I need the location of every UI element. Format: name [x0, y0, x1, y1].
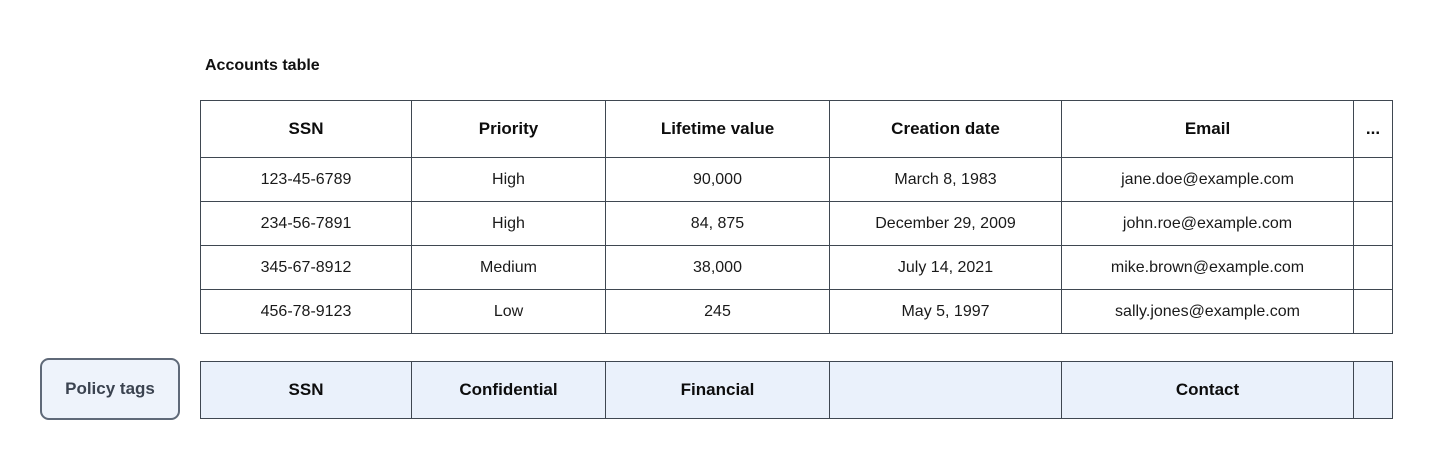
cell-creation-date: December 29, 2009	[829, 201, 1062, 246]
header-cell-ssn: SSN	[200, 100, 412, 158]
cell-ssn: 456-78-9123	[200, 289, 412, 334]
cell-more	[1353, 245, 1393, 290]
policy-tag-cell-more	[1353, 361, 1393, 419]
policy-tags-button-label: Policy tags	[65, 379, 155, 398]
cell-email: mike.brown@example.com	[1061, 245, 1354, 290]
cell-lifetime-value: 84, 875	[605, 201, 830, 246]
cell-creation-date: March 8, 1983	[829, 157, 1062, 202]
cell-priority: Medium	[411, 245, 606, 290]
policy-tags-button[interactable]: Policy tags	[40, 358, 180, 420]
policy-tag-cell-ssn: SSN	[200, 361, 412, 419]
header-cell-email: Email	[1061, 100, 1354, 158]
header-cell-lifetime-value: Lifetime value	[605, 100, 830, 158]
table-header-row: SSN Priority Lifetime value Creation dat…	[200, 100, 1393, 158]
cell-more	[1353, 157, 1393, 202]
table-row: 456-78-9123 Low 245 May 5, 1997 sally.jo…	[200, 289, 1393, 334]
cell-ssn: 123-45-6789	[200, 157, 412, 202]
policy-tag-cells: SSN Confidential Financial Contact	[200, 361, 1393, 419]
header-cell-priority: Priority	[411, 100, 606, 158]
cell-more	[1353, 201, 1393, 246]
policy-tags-row: SSN Confidential Financial Contact	[200, 361, 1393, 419]
cell-lifetime-value: 38,000	[605, 245, 830, 290]
accounts-table: SSN Priority Lifetime value Creation dat…	[200, 100, 1393, 334]
table-row: 345-67-8912 Medium 38,000 July 14, 2021 …	[200, 245, 1393, 290]
cell-priority: High	[411, 157, 606, 202]
cell-creation-date: July 14, 2021	[829, 245, 1062, 290]
cell-ssn: 234-56-7891	[200, 201, 412, 246]
policy-tag-cell-confidential: Confidential	[411, 361, 606, 419]
cell-more	[1353, 289, 1393, 334]
cell-email: john.roe@example.com	[1061, 201, 1354, 246]
table-row: 123-45-6789 High 90,000 March 8, 1983 ja…	[200, 157, 1393, 202]
table-row: 234-56-7891 High 84, 875 December 29, 20…	[200, 201, 1393, 246]
page-title: Accounts table	[205, 57, 320, 74]
cell-lifetime-value: 90,000	[605, 157, 830, 202]
cell-priority: High	[411, 201, 606, 246]
cell-priority: Low	[411, 289, 606, 334]
header-cell-more-columns: ...	[1353, 100, 1393, 158]
policy-tag-cell-contact: Contact	[1061, 361, 1354, 419]
policy-tag-cell-empty	[829, 361, 1062, 419]
header-cell-creation-date: Creation date	[829, 100, 1062, 158]
cell-ssn: 345-67-8912	[200, 245, 412, 290]
cell-email: jane.doe@example.com	[1061, 157, 1354, 202]
cell-email: sally.jones@example.com	[1061, 289, 1354, 334]
cell-lifetime-value: 245	[605, 289, 830, 334]
policy-tag-cell-financial: Financial	[605, 361, 830, 419]
cell-creation-date: May 5, 1997	[829, 289, 1062, 334]
